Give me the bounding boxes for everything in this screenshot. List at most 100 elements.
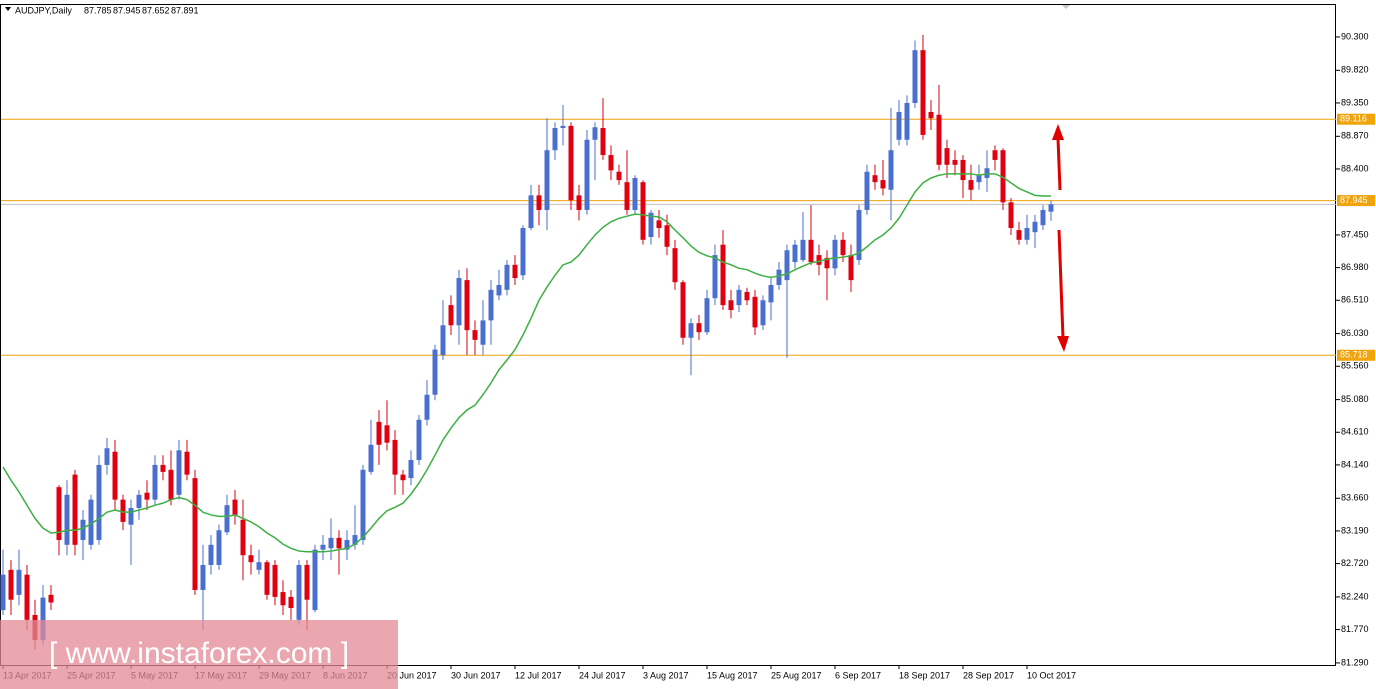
candle-body xyxy=(720,244,726,306)
y-tick-label: 89.820 xyxy=(1341,65,1369,75)
y-tick-label: 87.450 xyxy=(1341,229,1369,239)
y-tick-label: 85.560 xyxy=(1341,361,1369,371)
candle-body xyxy=(352,535,358,545)
candle-body xyxy=(776,269,782,285)
candle-body xyxy=(832,239,838,269)
candle-body xyxy=(368,444,374,472)
x-tick-label: 30 Jun 2017 xyxy=(451,670,501,680)
x-tick-label: 12 Jul 2017 xyxy=(515,670,562,680)
x-tick-label: 20 Jun 2017 xyxy=(387,670,437,680)
x-tick-label: 15 Aug 2017 xyxy=(707,670,758,680)
candle-body xyxy=(880,180,886,189)
candle-body xyxy=(608,155,614,171)
candle-body xyxy=(872,175,878,183)
candle-body xyxy=(456,278,462,326)
x-tick-label: 6 Sep 2017 xyxy=(835,670,881,680)
candle-body xyxy=(712,255,718,299)
candle-body xyxy=(704,298,710,333)
candle-body xyxy=(888,150,894,190)
candle-body xyxy=(56,487,62,540)
candle-body xyxy=(752,296,758,328)
candle-body xyxy=(472,330,478,340)
candle-body xyxy=(128,507,134,525)
y-tick-label: 86.510 xyxy=(1341,295,1369,305)
candle-body xyxy=(848,255,854,281)
candle-body xyxy=(464,280,470,331)
candle-body xyxy=(808,239,814,263)
y-tick-label: 86.980 xyxy=(1341,262,1369,272)
candle-body xyxy=(584,139,590,210)
candle-body xyxy=(696,323,702,333)
candle-body xyxy=(912,50,918,103)
candle-body xyxy=(552,127,558,151)
candle-body xyxy=(496,284,502,296)
arrow-down xyxy=(1057,229,1069,352)
candle-body xyxy=(600,127,606,156)
chart-title: AUDJPY,Daily xyxy=(15,5,72,15)
candle-body xyxy=(1048,204,1054,212)
candle-body xyxy=(792,244,798,263)
candle-body xyxy=(312,549,318,611)
candle-body xyxy=(648,212,654,238)
candle-body xyxy=(200,564,206,590)
x-tick-label: 25 Aug 2017 xyxy=(771,670,822,680)
arrow-up xyxy=(1052,124,1064,191)
candle-body xyxy=(656,220,662,229)
candle-body xyxy=(24,574,30,620)
candle-body xyxy=(504,264,510,290)
candle-body xyxy=(816,255,822,265)
candle-body xyxy=(1008,202,1014,229)
candle-body xyxy=(768,284,774,303)
candle-body xyxy=(0,574,6,611)
candle-body xyxy=(184,451,190,475)
candle-body xyxy=(448,305,454,326)
candle-body xyxy=(760,300,766,326)
y-tick-label: 88.870 xyxy=(1341,131,1369,141)
candle-body xyxy=(736,289,742,306)
candle-body xyxy=(680,282,686,338)
candle-body xyxy=(344,539,350,550)
candle-body xyxy=(952,159,958,165)
candle-body xyxy=(64,494,70,545)
candle-body xyxy=(248,555,254,563)
candle-body xyxy=(80,519,86,540)
candle-body xyxy=(560,125,566,128)
candle-body xyxy=(176,450,182,495)
candle-body xyxy=(936,114,942,165)
candle-body xyxy=(1000,150,1006,203)
candle-body xyxy=(40,597,46,640)
candle-body xyxy=(8,569,14,600)
candle-body xyxy=(392,439,398,475)
header-high: 87.945 xyxy=(113,5,141,15)
y-tick-label: 89.350 xyxy=(1341,97,1369,107)
candle-body xyxy=(144,492,150,500)
candle-body xyxy=(376,421,382,445)
candle-body xyxy=(744,291,750,301)
candle-body xyxy=(336,537,342,549)
candle-body xyxy=(664,225,670,247)
candle-body xyxy=(960,159,966,181)
candle-body xyxy=(424,394,430,420)
candle-body xyxy=(624,182,630,210)
candle-body xyxy=(280,592,286,606)
y-tick-label: 88.400 xyxy=(1341,163,1369,173)
candle-body xyxy=(320,544,326,550)
candle-body xyxy=(296,564,302,620)
header-low: 87.652 xyxy=(142,5,170,15)
y-tick-label: 82.240 xyxy=(1341,591,1369,601)
candle-body xyxy=(1032,221,1038,233)
y-tick-label: 83.660 xyxy=(1341,493,1369,503)
x-tick-label: 18 Sep 2017 xyxy=(899,670,950,680)
candle-body xyxy=(488,289,494,321)
y-tick-label: 90.300 xyxy=(1341,31,1369,41)
candle-body xyxy=(224,505,230,533)
y-tick-label: 81.290 xyxy=(1341,657,1369,667)
candle-body xyxy=(480,320,486,345)
candle-body xyxy=(16,569,22,595)
candle-body xyxy=(536,195,542,210)
candle-body xyxy=(264,562,270,595)
candle-body xyxy=(1040,209,1046,226)
candle-body xyxy=(408,460,414,479)
